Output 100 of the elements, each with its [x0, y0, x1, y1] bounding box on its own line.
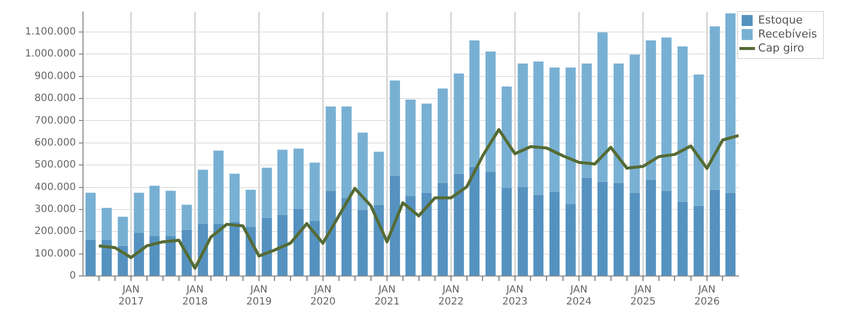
y-tick-label: 1.000.000 — [24, 48, 76, 60]
bar — [198, 170, 208, 224]
x-tick-label: JAN 2026 — [694, 284, 720, 308]
bar — [182, 204, 192, 230]
bar — [342, 106, 352, 198]
bar — [405, 196, 416, 276]
bar — [614, 63, 624, 183]
bar — [405, 100, 416, 196]
bar — [549, 67, 560, 192]
bar — [454, 174, 464, 276]
y-tick-label: 700.000 — [34, 115, 76, 126]
bar — [118, 216, 128, 246]
bar — [213, 224, 224, 276]
bar — [694, 74, 704, 206]
bar — [582, 63, 592, 178]
x-tick-label: JAN 2021 — [374, 284, 400, 308]
y-tick-label: 100.000 — [34, 248, 76, 260]
bar — [725, 13, 736, 193]
bar — [262, 218, 272, 276]
bar — [597, 32, 608, 182]
y-tick-label: 800.000 — [34, 93, 76, 104]
x-tick-label: JAN 2024 — [566, 284, 592, 308]
bar — [213, 150, 224, 224]
bar — [166, 190, 176, 236]
bar — [422, 104, 432, 193]
y-tick-label: 500.000 — [34, 160, 76, 171]
bar — [582, 178, 592, 276]
bar — [166, 236, 176, 276]
bar — [454, 73, 464, 174]
bar — [86, 192, 96, 240]
bar — [438, 182, 448, 276]
x-tick-label: JAN 2023 — [502, 284, 528, 308]
bar — [630, 192, 640, 276]
bar — [277, 150, 288, 215]
bar — [630, 54, 640, 193]
bar — [230, 174, 240, 222]
bar — [661, 38, 672, 191]
bar — [390, 80, 400, 176]
bar — [518, 63, 528, 187]
bar — [694, 206, 704, 276]
bar — [614, 182, 624, 276]
bar — [597, 182, 608, 276]
y-tick-label: 900.000 — [34, 70, 76, 82]
bar — [486, 51, 496, 172]
bar — [310, 220, 320, 276]
bar — [277, 214, 288, 276]
bar — [102, 240, 112, 276]
legend-label: Estoque — [758, 13, 803, 26]
bar — [230, 222, 240, 276]
y-tick-label: 300.000 — [34, 204, 76, 216]
y-tick-label: 0 — [70, 270, 76, 282]
x-tick-label: JAN 2019 — [246, 284, 272, 308]
bar — [310, 162, 320, 221]
x-tick-label: JAN 2025 — [630, 284, 656, 308]
bar — [486, 172, 496, 276]
bar — [661, 190, 672, 276]
bar — [678, 46, 688, 202]
y-tick-label: 600.000 — [34, 137, 76, 148]
bar — [710, 190, 720, 276]
bar — [549, 192, 560, 276]
bar — [438, 88, 448, 183]
bar — [678, 202, 688, 276]
y-tick-label: 200.000 — [34, 226, 76, 238]
x-tick-label: JAN 2020 — [310, 284, 336, 308]
bar — [502, 188, 512, 276]
bar — [725, 192, 736, 276]
bar — [518, 186, 528, 276]
bar — [566, 67, 576, 204]
legend-label: Cap giro — [758, 41, 804, 54]
bar — [262, 168, 272, 218]
bar — [422, 192, 432, 276]
bar — [326, 190, 336, 276]
bar — [326, 106, 336, 191]
bar — [134, 232, 144, 276]
bar — [86, 240, 96, 276]
bar — [502, 86, 512, 188]
bar — [246, 190, 256, 227]
bar — [358, 210, 368, 276]
x-tick-label: JAN 2017 — [118, 284, 144, 308]
legend-label: Recebíveis — [758, 27, 818, 40]
bar — [390, 176, 400, 276]
bar — [469, 166, 480, 276]
bar — [102, 208, 112, 240]
bar — [342, 198, 352, 276]
bar — [469, 40, 480, 167]
bar — [533, 194, 544, 276]
bar — [149, 186, 160, 236]
bar — [710, 26, 720, 190]
bar — [358, 132, 368, 210]
y-tick-label: 400.000 — [34, 182, 76, 193]
bar — [149, 236, 160, 276]
bar — [134, 192, 144, 233]
bar — [293, 148, 304, 209]
bar — [646, 180, 656, 276]
y-tick-label: 1.100.000 — [24, 26, 76, 38]
x-tick-label: JAN 2018 — [182, 284, 208, 308]
bar — [293, 208, 304, 276]
bar — [533, 61, 544, 195]
x-tick-label: JAN 2022 — [438, 284, 464, 308]
bar — [646, 40, 656, 180]
